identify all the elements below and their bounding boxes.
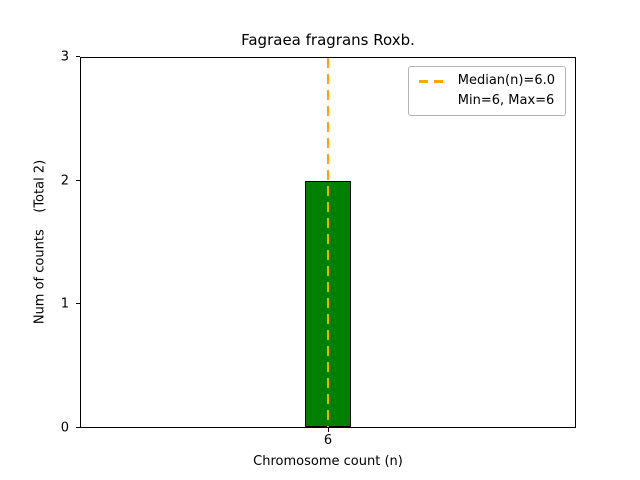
y-axis-ticks: 0 1 2 3 bbox=[0, 50, 80, 436]
legend-label-minmax: Min=6, Max=6 bbox=[457, 93, 555, 108]
legend-row-median: Median(n)=6.0 bbox=[418, 73, 555, 89]
x-axis-label: Chromosome count (n) bbox=[253, 454, 403, 469]
y-tick-mark bbox=[76, 179, 80, 181]
median-line bbox=[327, 58, 329, 427]
chart-title: Fagraea fragrans Roxb. bbox=[241, 31, 415, 49]
legend-label-median: Median(n)=6.0 bbox=[457, 73, 555, 88]
legend-row-minmax: Min=6, Max=6 bbox=[419, 93, 555, 109]
y-tick-label: 2 bbox=[60, 173, 69, 189]
y-tick-label: 0 bbox=[60, 420, 69, 436]
legend: Median(n)=6.0 Min=6, Max=6 bbox=[407, 66, 566, 116]
x-tick-label: 6 bbox=[323, 433, 333, 448]
y-tick-mark bbox=[76, 303, 80, 305]
plot-area: Median(n)=6.0 Min=6, Max=6 bbox=[80, 57, 576, 428]
y-tick-label: 1 bbox=[60, 296, 69, 312]
median-dashed-line-swatch bbox=[418, 79, 449, 83]
x-tick-mark bbox=[328, 428, 329, 432]
y-tick-mark bbox=[76, 427, 80, 428]
legend-blank-swatch bbox=[419, 100, 449, 103]
y-tick-label: 3 bbox=[60, 49, 69, 65]
y-tick-mark bbox=[76, 56, 80, 57]
